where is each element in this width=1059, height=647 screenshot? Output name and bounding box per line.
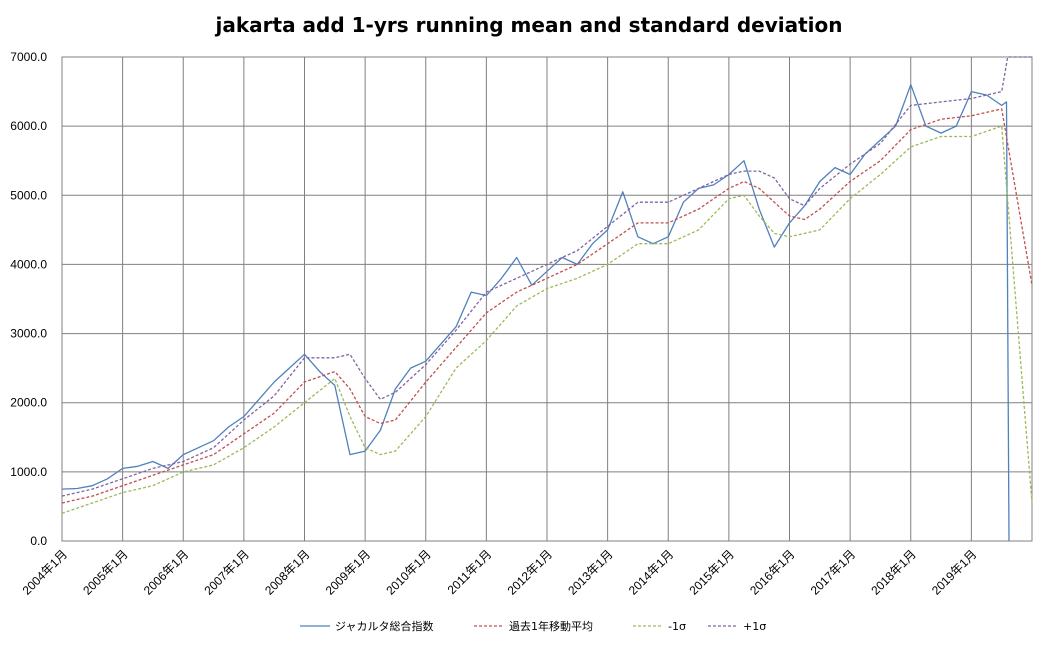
x-tick-label: 2008年1月: [262, 547, 312, 597]
x-tick-label: 2018年1月: [868, 547, 918, 597]
x-tick-label: 2010年1月: [383, 547, 433, 597]
y-tick-label: 6000.0: [10, 119, 47, 133]
legend-item-index: ジャカルタ総合指数: [300, 619, 433, 633]
x-tick-label: 2019年1月: [929, 547, 979, 597]
x-tick-label: 2013年1月: [565, 547, 615, 597]
x-tick-label: 2005年1月: [80, 547, 130, 597]
x-tick-label: 2014年1月: [626, 547, 676, 597]
legend-label: +1σ: [743, 620, 766, 633]
y-tick-label: 3000.0: [10, 327, 47, 341]
x-tick-label: 2009年1月: [323, 547, 373, 597]
chart-title: jakarta add 1-yrs running mean and stand…: [215, 13, 843, 37]
series-line-plus-sigma: [61, 56, 1032, 497]
x-tick-label: 2004年1月: [20, 547, 70, 597]
series-line-minus-sigma: [61, 125, 1033, 514]
y-tick-label: 5000.0: [10, 188, 47, 202]
y-tick-label: 2000.0: [10, 396, 47, 410]
y-axis: 0.0 1000.0 2000.0 3000.0 4000.0 5000.0 6000.0 7…: [10, 50, 47, 548]
x-tick-label: 2012年1月: [505, 547, 555, 597]
x-tick-label: 2016年1月: [747, 547, 797, 597]
legend-label: ジャカルタ総合指数: [335, 619, 433, 633]
x-tick-label: 2017年1月: [808, 547, 858, 597]
x-tick-label: 2007年1月: [201, 547, 251, 597]
series-line-index: [61, 84, 1010, 542]
series-line-mean: [61, 108, 1033, 504]
y-tick-label: 0.0: [30, 534, 47, 548]
legend-label: 過去1年移動平均: [509, 619, 593, 633]
x-tick-label: 2015年1月: [686, 547, 736, 597]
legend: ジャカルタ総合指数 過去1年移動平均 -1σ +1σ: [300, 619, 766, 633]
legend-item-minus-sigma: -1σ: [633, 620, 686, 633]
x-axis: 2004年1月 2005年1月 2006年1月 2007年1月 2008年1月 2009年…: [20, 547, 980, 597]
series-lines: [61, 56, 1033, 542]
legend-label: -1σ: [668, 620, 686, 633]
legend-item-mean: 過去1年移動平均: [474, 619, 593, 633]
legend-item-plus-sigma: +1σ: [708, 620, 766, 633]
y-tick-label: 4000.0: [10, 257, 47, 271]
x-tick-label: 2006年1月: [141, 547, 191, 597]
x-tick-label: 2011年1月: [445, 547, 495, 597]
grid: [61, 56, 1033, 542]
y-tick-label: 1000.0: [10, 465, 47, 479]
y-tick-label: 7000.0: [10, 50, 47, 64]
